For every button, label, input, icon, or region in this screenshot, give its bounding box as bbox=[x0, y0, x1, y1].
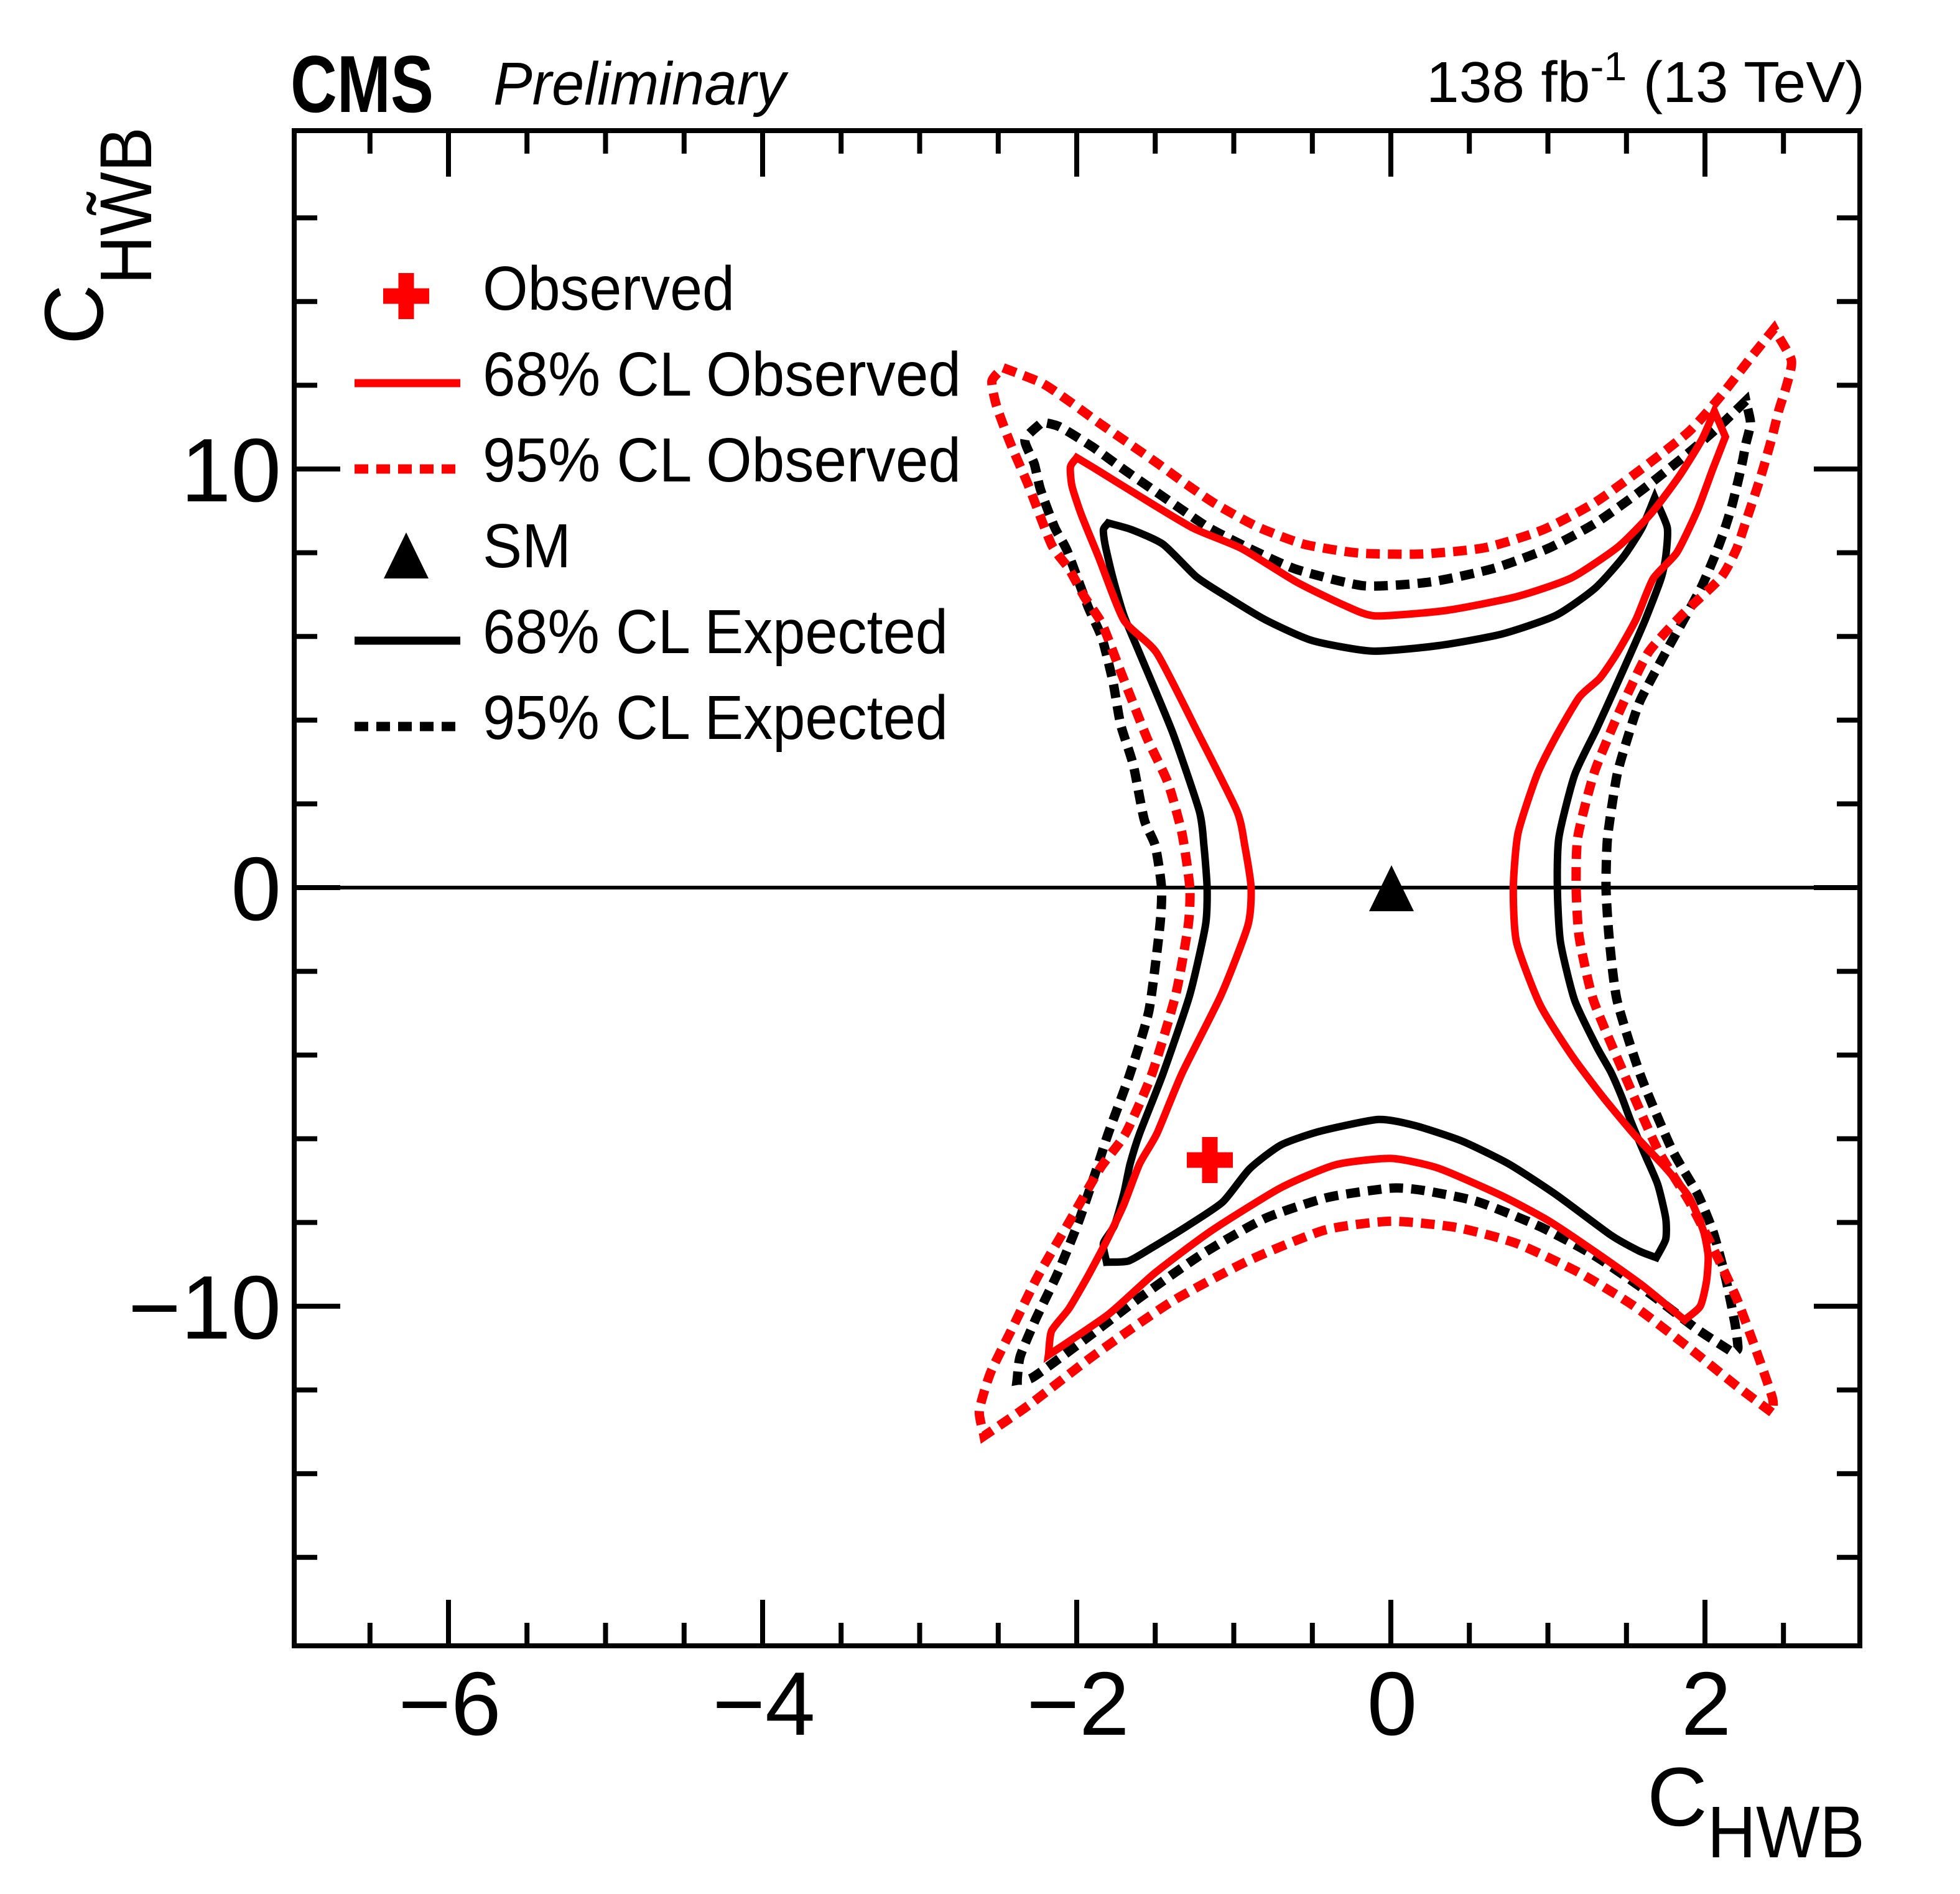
svg-text:Preliminary: Preliminary bbox=[493, 50, 789, 118]
svg-text:−2: −2 bbox=[1026, 1653, 1129, 1754]
svg-text:68% CL Expected: 68% CL Expected bbox=[483, 597, 948, 667]
svg-text:2: 2 bbox=[1681, 1653, 1732, 1754]
svg-text:0: 0 bbox=[1367, 1653, 1418, 1754]
svg-text:−6: −6 bbox=[398, 1653, 501, 1754]
svg-text:−4: −4 bbox=[712, 1653, 815, 1754]
svg-text:10: 10 bbox=[181, 420, 281, 521]
svg-text:95% CL Expected: 95% CL Expected bbox=[483, 683, 948, 753]
svg-text:Observed: Observed bbox=[483, 254, 735, 323]
svg-text:68% CL Observed: 68% CL Observed bbox=[483, 340, 961, 409]
svg-text:138 fb-1 (13 TeV): 138 fb-1 (13 TeV) bbox=[1426, 44, 1865, 114]
svg-text:CMS: CMS bbox=[290, 39, 434, 129]
svg-text:−10: −10 bbox=[128, 1257, 281, 1358]
svg-text:0: 0 bbox=[231, 838, 281, 939]
svg-text:SM: SM bbox=[483, 511, 571, 581]
svg-text:95% CL Observed: 95% CL Observed bbox=[483, 425, 961, 495]
